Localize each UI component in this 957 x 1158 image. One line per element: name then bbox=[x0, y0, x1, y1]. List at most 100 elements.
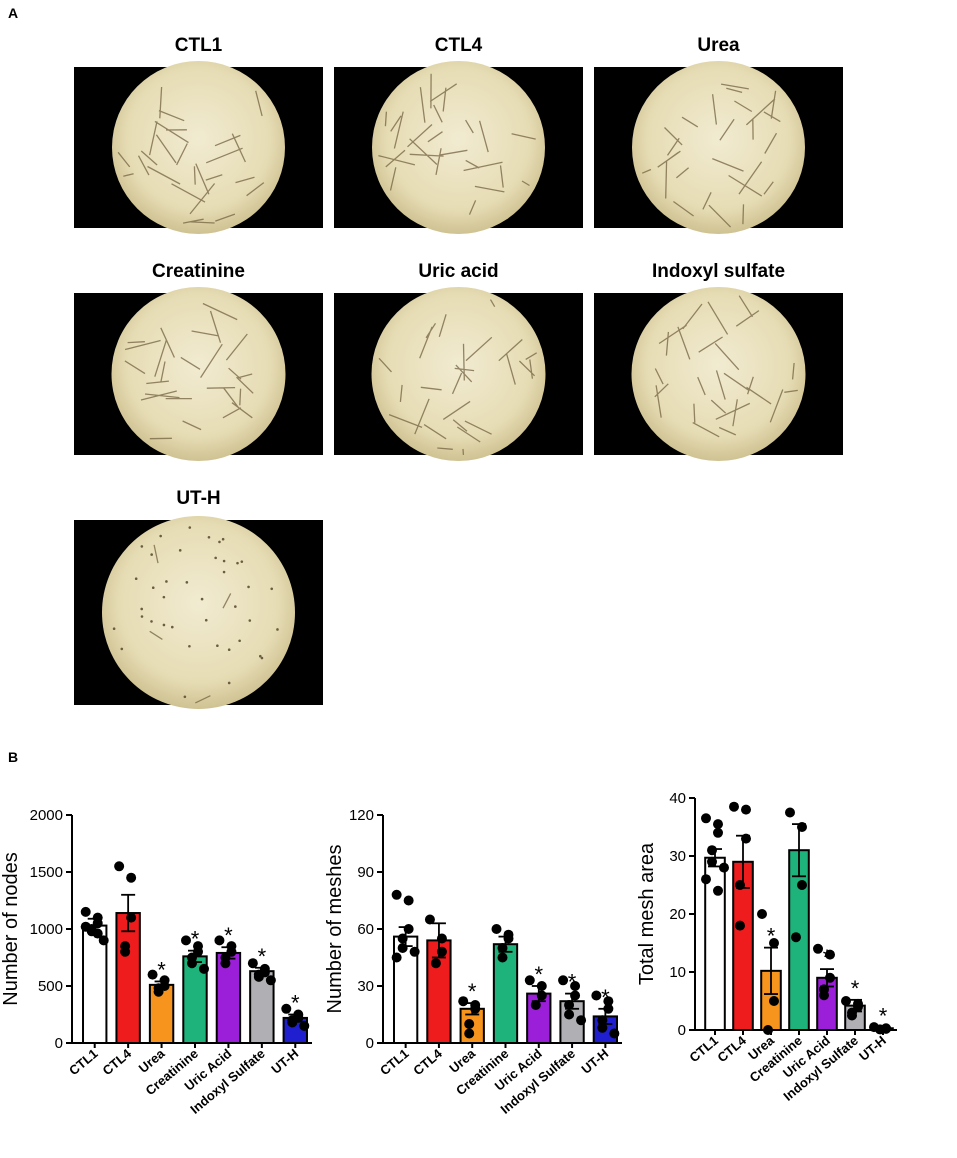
data-point bbox=[530, 1000, 541, 1010]
data-point bbox=[735, 880, 745, 890]
data-point bbox=[214, 935, 225, 946]
data-point bbox=[536, 990, 547, 1001]
y-axis-title: Number of nodes bbox=[0, 852, 22, 1005]
data-point bbox=[536, 981, 547, 991]
vessel-network bbox=[654, 295, 798, 438]
significance-star: * bbox=[767, 924, 776, 949]
data-point bbox=[187, 958, 197, 969]
cell-dot bbox=[260, 656, 264, 660]
data-point bbox=[713, 819, 723, 830]
data-point bbox=[591, 990, 602, 1001]
significance-star: * bbox=[535, 962, 544, 987]
vessel-network bbox=[641, 83, 781, 228]
data-point bbox=[729, 801, 739, 812]
significance-star: * bbox=[851, 976, 860, 1001]
data-point bbox=[597, 1022, 608, 1033]
vessel-network bbox=[378, 73, 536, 215]
data-point bbox=[80, 906, 91, 917]
cell-dot bbox=[140, 615, 144, 618]
y-tick-label: 1500 bbox=[30, 864, 63, 881]
cell-dot bbox=[214, 556, 217, 560]
micrograph-dish bbox=[632, 61, 805, 234]
data-point bbox=[524, 975, 535, 986]
cell-dot bbox=[151, 586, 155, 589]
data-point bbox=[403, 924, 414, 934]
data-point bbox=[847, 1010, 857, 1021]
data-point bbox=[503, 933, 514, 944]
bar bbox=[115, 912, 141, 1044]
vessel-network bbox=[378, 299, 538, 455]
data-point bbox=[576, 1015, 587, 1026]
x-tick-label: UT-H bbox=[856, 1033, 889, 1064]
data-point bbox=[464, 1028, 475, 1039]
y-tick-label: 10 bbox=[669, 964, 686, 981]
x-tick-label: CTL4 bbox=[410, 1045, 445, 1078]
cell-dot bbox=[188, 644, 191, 648]
data-point bbox=[114, 861, 125, 872]
data-point bbox=[491, 924, 502, 934]
vessel-network bbox=[149, 544, 232, 704]
micrograph-dish bbox=[111, 287, 286, 461]
data-point bbox=[769, 938, 779, 948]
y-tick-label: 0 bbox=[366, 1035, 374, 1052]
significance-star: * bbox=[879, 1004, 888, 1029]
data-point bbox=[391, 889, 402, 900]
data-point bbox=[120, 946, 131, 957]
significance-star: * bbox=[258, 944, 267, 969]
cell-dot bbox=[183, 695, 187, 699]
cell-dot bbox=[204, 618, 208, 622]
data-point bbox=[713, 827, 723, 838]
data-point bbox=[791, 932, 801, 943]
significance-star: * bbox=[224, 923, 233, 948]
y-axis-title: Number of meshes bbox=[324, 845, 346, 1014]
cell-dot bbox=[120, 647, 124, 651]
image-title: Uric acid bbox=[418, 261, 498, 282]
data-point bbox=[436, 946, 447, 957]
panel-label: B bbox=[8, 749, 18, 765]
data-point bbox=[199, 963, 209, 974]
cell-dot bbox=[162, 623, 166, 627]
image-title: Creatinine bbox=[152, 261, 245, 282]
data-point bbox=[397, 943, 408, 953]
cell-dot bbox=[276, 628, 279, 631]
data-point bbox=[841, 996, 851, 1006]
cell-dot bbox=[221, 537, 225, 541]
data-point bbox=[409, 946, 420, 957]
x-tick-label: UT-H bbox=[268, 1046, 301, 1077]
data-point bbox=[424, 914, 435, 925]
data-point bbox=[558, 975, 569, 986]
data-point bbox=[80, 921, 91, 932]
data-point bbox=[797, 880, 807, 890]
data-point bbox=[126, 912, 137, 923]
image-title: Urea bbox=[697, 35, 740, 56]
data-point bbox=[430, 958, 441, 969]
cell-dot bbox=[185, 581, 189, 584]
data-point bbox=[701, 813, 711, 824]
micrograph-dish bbox=[371, 287, 546, 461]
y-tick-label: 0 bbox=[55, 1035, 63, 1052]
cell-dot bbox=[236, 561, 239, 565]
cell-dot bbox=[188, 526, 192, 529]
cell-dot bbox=[227, 681, 231, 685]
data-point bbox=[797, 822, 807, 832]
data-point bbox=[397, 933, 408, 944]
cell-dot bbox=[162, 595, 166, 599]
x-tick-label: CTL4 bbox=[100, 1045, 135, 1078]
y-tick-label: 40 bbox=[669, 790, 686, 807]
micrograph-dish bbox=[372, 61, 545, 234]
cell-dot bbox=[112, 627, 116, 631]
data-point bbox=[713, 885, 723, 896]
data-point bbox=[741, 833, 751, 844]
y-axis-title: Total mesh area bbox=[636, 842, 658, 985]
cell-dot bbox=[134, 577, 138, 580]
y-tick-label: 500 bbox=[38, 978, 63, 995]
y-tick-label: 120 bbox=[349, 807, 374, 824]
data-point bbox=[253, 971, 264, 982]
data-point bbox=[403, 895, 414, 906]
panel-label: A bbox=[8, 5, 18, 21]
cell-dot bbox=[150, 620, 153, 623]
image-title: UT-H bbox=[176, 488, 220, 509]
data-point bbox=[181, 935, 191, 946]
